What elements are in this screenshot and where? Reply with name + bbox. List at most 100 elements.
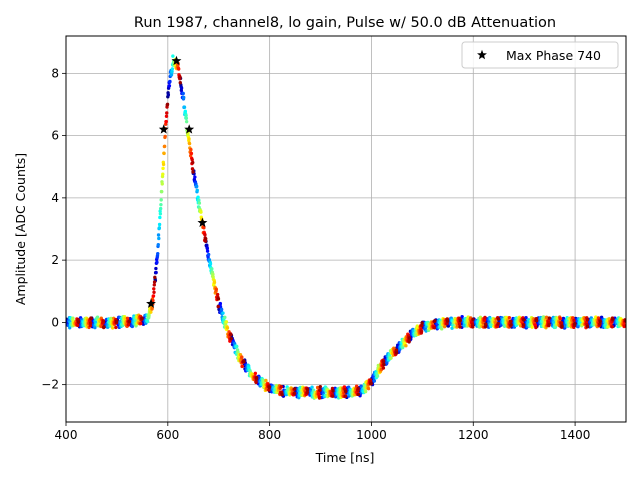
sample-point (215, 292, 220, 297)
sample-point (151, 298, 155, 303)
sample-point (154, 270, 158, 275)
sample-point (440, 327, 444, 331)
sample-point (171, 54, 175, 58)
sample-point (356, 386, 360, 391)
x-axis-ticks: 400 600 800 1000 1200 1400 (55, 422, 591, 442)
sample-point (573, 321, 577, 326)
sample-point (482, 318, 487, 322)
x-tick-label: 400 (55, 428, 78, 442)
sample-point (164, 119, 168, 124)
sample-point (224, 320, 229, 324)
sample-point (305, 387, 310, 392)
sample-point (190, 158, 194, 162)
legend-box (461, 41, 619, 69)
sample-point (522, 318, 526, 322)
sample-point (507, 315, 512, 320)
sample-point (509, 319, 513, 324)
sample-point (165, 102, 170, 107)
chart-title: Run 1987, channel8, lo gain, Pulse w/ 50… (134, 15, 556, 31)
sample-point (433, 319, 437, 323)
sample-point (182, 105, 187, 110)
sample-point (165, 111, 169, 115)
sample-point (509, 323, 513, 327)
sample-point (214, 287, 219, 292)
sample-point (253, 371, 258, 376)
sample-point (152, 287, 156, 291)
grid (65, 36, 626, 422)
max-phase-star (158, 124, 169, 134)
sample-point (181, 91, 185, 96)
sample-point (242, 360, 246, 364)
sample-point (191, 160, 195, 165)
sample-point (71, 316, 75, 320)
sample-point (157, 236, 161, 241)
sample-point (197, 198, 201, 202)
sample-point (212, 280, 217, 285)
sample-point (156, 242, 160, 247)
sample-point (193, 175, 197, 179)
sample-point (458, 318, 462, 323)
sample-point (156, 251, 160, 256)
sample-point (127, 319, 132, 324)
sample-point (140, 317, 144, 321)
sample-point (279, 385, 283, 389)
sample-point (195, 188, 199, 193)
sample-point (159, 198, 163, 202)
sample-point (257, 375, 261, 380)
sample-point (158, 206, 163, 211)
sample-point (240, 355, 244, 359)
sample-point (394, 348, 399, 352)
sample-point (375, 374, 380, 378)
sample-point (164, 122, 168, 126)
sample-point (484, 324, 488, 329)
sample-point (420, 321, 424, 325)
sample-point (75, 323, 80, 328)
sample-point (450, 326, 454, 330)
sample-point (161, 162, 166, 167)
sample-point (145, 319, 150, 324)
sample-point (305, 390, 309, 395)
sample-point (189, 147, 193, 152)
sample-point (496, 321, 500, 326)
sample-point (187, 141, 192, 146)
sample-point (150, 306, 154, 311)
sample-point (521, 323, 526, 327)
sample-point (460, 314, 464, 319)
sample-point (356, 392, 361, 397)
y-tick-label: 8 (51, 66, 59, 80)
sample-point (545, 315, 549, 320)
sample-point (183, 109, 188, 114)
sample-point (162, 144, 167, 149)
sample-point (109, 316, 113, 321)
sample-point (167, 84, 172, 88)
sample-point (216, 304, 220, 309)
sample-point (407, 340, 411, 344)
sample-point (442, 324, 447, 329)
sample-point (458, 325, 462, 329)
sample-point (182, 95, 186, 100)
sample-point (166, 93, 171, 97)
legend-entry-max-phase: Max Phase 740 (506, 48, 601, 63)
sample-point (199, 210, 203, 214)
max-phase-star (171, 55, 182, 66)
sample-point (331, 394, 335, 398)
sample-point (204, 237, 208, 241)
sample-point (125, 316, 130, 321)
sample-point (95, 315, 100, 319)
sample-point (178, 75, 182, 79)
sample-point (311, 388, 316, 392)
sample-point (611, 317, 615, 321)
sample-point (76, 320, 81, 325)
sample-point (534, 318, 539, 323)
sample-point (191, 170, 195, 174)
sample-point (585, 324, 590, 329)
sample-point (524, 316, 528, 320)
sample-point (280, 392, 284, 397)
sample-point (235, 344, 239, 349)
x-tick-label: 1400 (560, 428, 591, 442)
sample-point (176, 67, 181, 71)
sample-point (372, 379, 377, 383)
max-phase-star (184, 124, 195, 134)
sample-point (205, 246, 210, 251)
